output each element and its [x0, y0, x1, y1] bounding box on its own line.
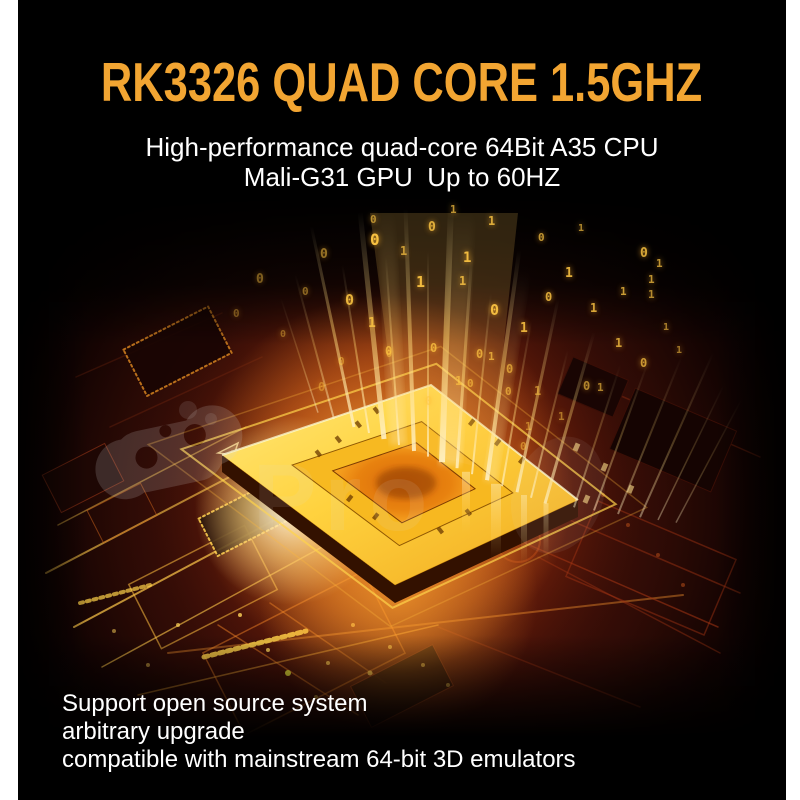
binary-digit: 1 [416, 273, 425, 291]
binary-digit: 1 [488, 350, 495, 363]
binary-digit: 0 [233, 307, 240, 320]
binary-digit: 1 [450, 203, 457, 216]
binary-digit: 0 [386, 349, 392, 360]
binary-digit: 0 [345, 291, 354, 309]
binary-digit: 1 [676, 345, 682, 356]
light-beam [501, 320, 533, 487]
light-beam [657, 384, 725, 521]
light-beam-face [491, 483, 501, 559]
binary-digit: 1 [455, 374, 462, 388]
binary-digit: 1 [590, 301, 597, 315]
feature-line-3: compatible with mainstream 64-bit 3D emu… [62, 746, 576, 773]
binary-digit: 0 [476, 347, 483, 361]
light-beam [593, 359, 650, 511]
watermark: Pro [95, 401, 606, 554]
light-beam-face [521, 495, 527, 565]
binary-digit: 0 [430, 341, 437, 355]
light-beam [439, 210, 475, 466]
binary-digit: 1 [620, 285, 627, 298]
binary-digit: 0 [640, 246, 648, 261]
light-beam-face [543, 503, 549, 562]
binary-digit: 0 [545, 290, 552, 304]
light-beam [294, 273, 335, 420]
light-beam [384, 257, 400, 446]
subtitle: High-performance quad-core 64Bit A35 CPU… [18, 132, 786, 192]
binary-digit: 1 [558, 410, 565, 423]
light-beam [427, 251, 429, 457]
binary-digit: 1 [615, 336, 622, 350]
binary-digit: 1 [565, 266, 573, 281]
binary-digit: 1 [597, 381, 604, 394]
binary-digit: 1 [488, 214, 495, 228]
light-beams [280, 209, 743, 565]
subtitle-line-1: High-performance quad-core 64Bit A35 CPU [145, 132, 659, 162]
binary-digit: 0 [370, 213, 377, 226]
gamepad-icon [95, 405, 243, 500]
binary-digit: 0 [505, 385, 512, 398]
light-beam [439, 210, 454, 463]
light-beam [455, 253, 474, 469]
binary-digit: 0 [280, 329, 286, 340]
binary-digit: 1 [648, 288, 655, 301]
right-fade [716, 195, 786, 755]
subtitle-line-2: Mali-G31 GPU Up to 60HZ [243, 162, 561, 192]
socket-outline [179, 362, 618, 609]
binary-digit: 0 [318, 380, 325, 394]
light-beam [485, 250, 522, 481]
binary-digit: 1 [656, 257, 663, 270]
light-beam [309, 226, 356, 428]
bottom-fade [18, 635, 786, 755]
binary-digit: 0 [583, 379, 590, 393]
light-beam [377, 209, 406, 446]
feature-line-1: Support open source system [62, 690, 368, 717]
binary-digit: 1 [578, 223, 584, 234]
binary-digit: 0 [256, 272, 264, 287]
headline: RK3326 QUAD CORE 1.5GHZ [18, 55, 786, 110]
binary-digit: 0 [490, 301, 499, 319]
light-beam [357, 211, 387, 440]
left-fade [18, 195, 88, 755]
light-beam [543, 331, 596, 504]
binary-digit: 0 [425, 394, 432, 408]
light-beam [403, 209, 416, 452]
binary-digit: 1 [525, 420, 532, 433]
binary-digit: 1 [520, 321, 528, 336]
light-beam [280, 298, 319, 413]
product-image-canvas: RK3326 QUAD CORE 1.5GHZ High-performance… [18, 0, 786, 800]
feature-list: Support open source system arbitrary upg… [62, 690, 576, 774]
binary-digit: 0 [302, 285, 309, 298]
watermark-text: Pro [253, 445, 435, 551]
binary-digit: 1 [400, 244, 407, 258]
binary-digit: 0 [520, 440, 527, 453]
light-beam [515, 298, 560, 493]
binary-digit: 0 [320, 247, 328, 262]
binary-digit: 1 [534, 384, 541, 398]
light-beam [341, 264, 370, 434]
binary-digit: 0 [370, 230, 380, 249]
binary-digit: 1 [459, 274, 466, 288]
binary-digit: 0 [428, 220, 436, 235]
binary-digit: 1 [368, 316, 376, 331]
binary-digit: 1 [463, 250, 471, 266]
light-beam [617, 355, 683, 515]
binary-digit: 0 [538, 231, 545, 244]
binary-digit: 1 [663, 322, 669, 333]
binary-digit: 0 [640, 356, 647, 370]
light-beam-face [462, 471, 470, 534]
binary-digit: 0 [467, 377, 474, 390]
binary-digit: 0 [385, 344, 392, 358]
light-beam [471, 293, 493, 475]
socket-outline-outer [146, 345, 649, 628]
light-beam [530, 350, 569, 499]
binary-digit: 0 [506, 362, 513, 376]
feature-line-2: arbitrary upgrade [62, 718, 245, 745]
light-beam [639, 352, 715, 518]
headline-text: RK3326 QUAD CORE 1.5GHZ [101, 51, 703, 113]
binary-digit: 0 [338, 355, 345, 368]
binary-digit: 1 [648, 273, 655, 286]
light-beam [573, 364, 622, 508]
